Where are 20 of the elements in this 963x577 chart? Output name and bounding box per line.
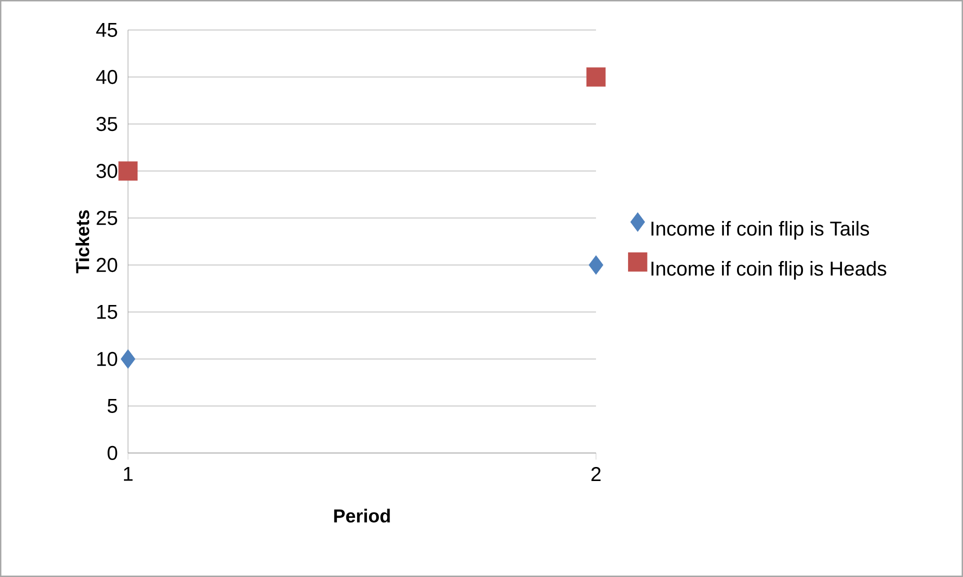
x-tick-label: 2 xyxy=(591,467,601,481)
y-tick-label: 20 xyxy=(96,258,118,272)
y-tick-label: 0 xyxy=(108,446,118,460)
point xyxy=(120,349,136,369)
point xyxy=(588,255,604,275)
y-tick-label: 25 xyxy=(96,210,118,226)
y-tick-label: 45 xyxy=(96,23,118,37)
y-tick-label: 10 xyxy=(97,352,118,366)
y-tick-label: 30 xyxy=(96,164,118,178)
y-tick-label: 15 xyxy=(97,305,118,319)
y-axis-title: Tickets xyxy=(76,210,90,274)
point xyxy=(118,161,138,181)
x-tick-label: 1 xyxy=(124,467,133,481)
x-axis-title: Period xyxy=(334,508,390,523)
y-tick-label: 40 xyxy=(96,70,118,84)
legend-label: Income if coin flip is Tails xyxy=(652,221,870,240)
y-tick-label: 35 xyxy=(96,116,118,132)
legend-label: Income if coin flip is Heads xyxy=(652,261,886,280)
point xyxy=(586,67,606,87)
y-tick-label: 5 xyxy=(108,399,118,413)
